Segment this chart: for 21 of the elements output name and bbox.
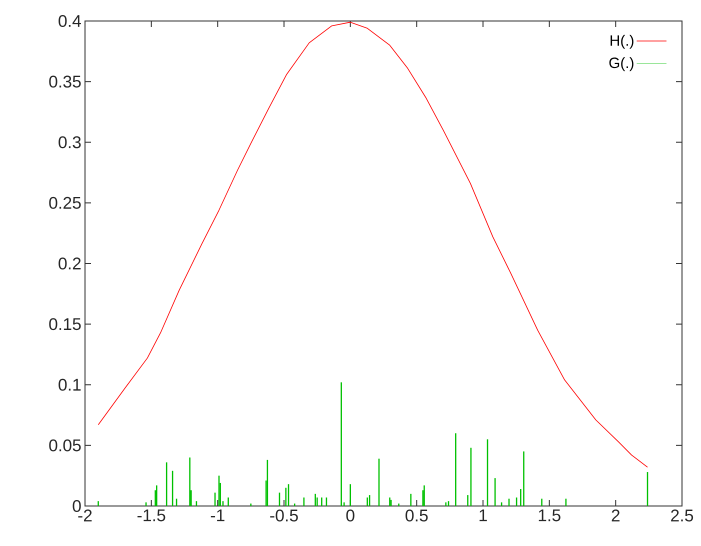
- y-tick-label: 0.15: [49, 318, 81, 330]
- x-tick-label: 0.5: [406, 510, 428, 522]
- x-tick-label: -0.5: [270, 510, 298, 522]
- x-tick-label: -2: [78, 510, 92, 522]
- x-tick-label: 1.5: [538, 510, 560, 522]
- y-tick-label: 0.3: [58, 136, 81, 148]
- y-tick-label: 0.35: [49, 76, 81, 88]
- x-tick-label: -1.5: [138, 510, 166, 522]
- legend-label: G(.): [609, 57, 634, 72]
- x-tick-label: 1: [480, 510, 487, 522]
- y-tick-label: 0.4: [58, 14, 81, 27]
- x-tick-label: 0: [346, 510, 354, 522]
- y-tick-label: 0.1: [58, 378, 81, 391]
- x-tick-label: 2.5: [671, 510, 694, 522]
- y-tick-label: 0.2: [58, 257, 81, 270]
- x-tick-label: 2: [612, 510, 620, 522]
- x-tick-label: -1: [210, 510, 224, 522]
- y-tick-label: 0.05: [49, 439, 81, 452]
- y-tick-label: 0.25: [49, 196, 81, 209]
- y-tick-label: 0: [72, 500, 81, 512]
- legend-label: H(.): [610, 34, 634, 49]
